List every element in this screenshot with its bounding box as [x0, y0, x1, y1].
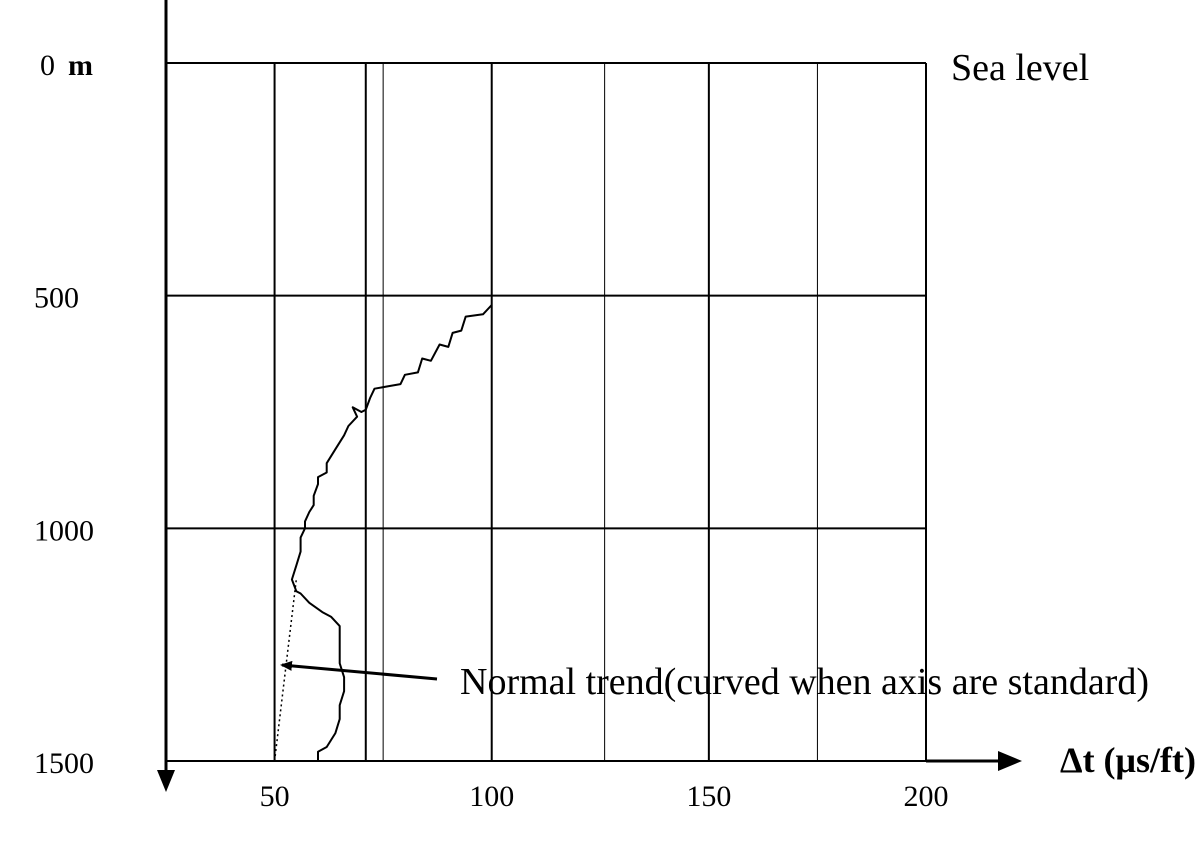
y-tick-label-0: 0 — [40, 49, 55, 82]
y-tick-label-1000: 1000 — [34, 514, 94, 547]
axes — [157, 0, 1022, 792]
normal-trend-arrow — [280, 660, 438, 681]
x-axis-arrow — [998, 751, 1022, 771]
normal-trend-line — [273, 579, 298, 762]
x-tick-label-200: 200 — [904, 780, 949, 813]
x-axis-title: Δt (μs/ft) — [1060, 740, 1196, 780]
y-tick-label-1500: 1500 — [34, 747, 94, 780]
x-tick-label-150: 150 — [686, 780, 731, 813]
x-tick-label-100: 100 — [469, 780, 514, 813]
normal-trend-label: Normal trend(curved when axis are standa… — [460, 661, 1149, 703]
grid — [166, 62, 927, 762]
y-unit-label: m — [68, 49, 93, 82]
y-tick-label-500: 500 — [34, 282, 79, 315]
sea-level-label: Sea level — [951, 47, 1089, 89]
x-tick-label-50: 50 — [260, 780, 290, 813]
y-axis-arrow — [157, 770, 175, 792]
tick-labels: 50 100 150 200 0 500 1000 1500 — [34, 49, 949, 813]
